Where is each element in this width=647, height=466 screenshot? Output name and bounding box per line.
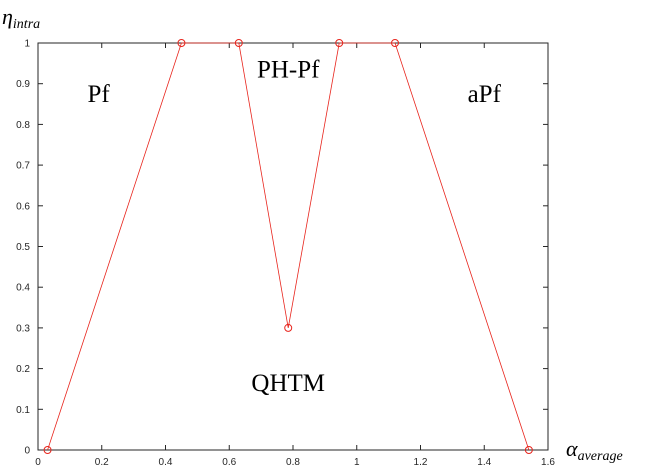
x-tick-label: 0.6 xyxy=(222,457,236,466)
ticks xyxy=(37,42,549,451)
data-point xyxy=(284,323,293,332)
x-tick-label: 0.4 xyxy=(159,457,173,466)
tick-labels: 0 0.2 0.4 0.6 0.8 1 1.2 1.4 1.6 0 0.1 0.2 0.3 0.4 0.5 0… xyxy=(16,39,555,466)
data-point xyxy=(524,446,533,454)
y-tick-label: 0.3 xyxy=(16,323,30,334)
data-point xyxy=(177,39,186,47)
y-axis-label: ηintra xyxy=(2,4,40,32)
region-label: QHTM xyxy=(251,370,325,397)
region-label: PH-Pf xyxy=(257,56,320,83)
y-tick-label: 0.1 xyxy=(16,405,30,416)
region-label: Pf xyxy=(87,81,110,108)
y-tick-label: 0.4 xyxy=(16,283,30,294)
series-line xyxy=(47,42,530,451)
x-tick-label: 1.2 xyxy=(414,457,428,466)
x-tick-label: 0.2 xyxy=(95,457,109,466)
y-tick-label: 0.2 xyxy=(16,364,30,375)
data-point xyxy=(391,39,399,47)
x-tick-label: 1.4 xyxy=(477,457,491,466)
y-tick-label: 0.8 xyxy=(16,120,30,131)
y-tick-label: 0.9 xyxy=(16,79,30,90)
y-tick-label: 0.7 xyxy=(16,161,30,172)
y-tick-label: 0.5 xyxy=(16,242,30,253)
x-tick-label: 0.8 xyxy=(286,457,300,466)
y-tick-label: 0.6 xyxy=(16,201,30,212)
series xyxy=(43,39,533,454)
x-axis-label: αaverage xyxy=(566,436,623,464)
y-tick-label: 1 xyxy=(24,39,30,50)
y-axis-symbol: η xyxy=(2,4,13,29)
x-tick-label: 0 xyxy=(35,457,41,466)
annotations: Pf PH-Pf aPf QHTM xyxy=(87,56,501,396)
x-axis-subscript: average xyxy=(578,449,623,464)
data-point xyxy=(43,446,52,454)
x-axis-symbol: α xyxy=(566,436,578,461)
y-axis-subscript: intra xyxy=(13,17,40,32)
x-tick-label: 1.6 xyxy=(541,457,555,466)
y-tick-label: 0 xyxy=(24,446,30,457)
region-label: aPf xyxy=(468,81,502,108)
data-point xyxy=(335,39,344,47)
data-point xyxy=(234,39,243,47)
x-tick-label: 1 xyxy=(354,457,360,466)
